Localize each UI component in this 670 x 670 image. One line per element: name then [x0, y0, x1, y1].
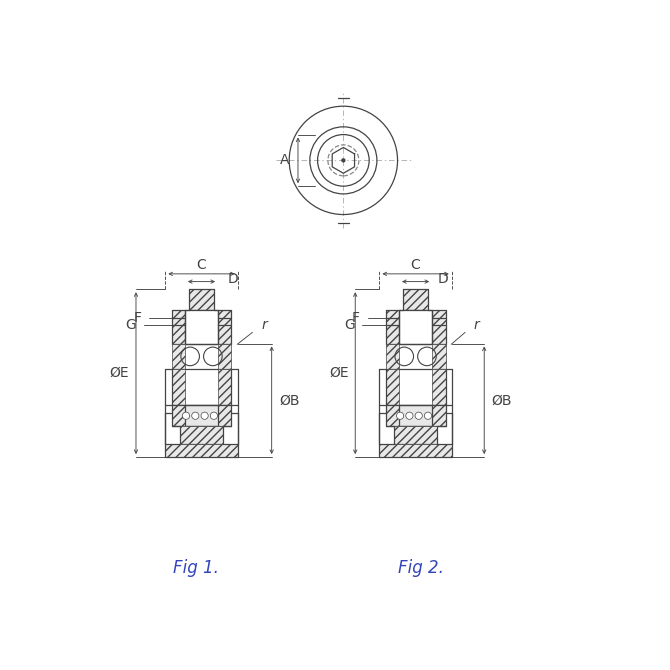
Text: C: C — [411, 257, 421, 271]
Text: F: F — [133, 311, 141, 325]
Bar — [218, 344, 231, 369]
Bar — [399, 310, 432, 344]
Bar — [403, 289, 429, 310]
Text: r: r — [474, 318, 480, 332]
Bar — [432, 310, 446, 344]
Bar — [379, 444, 452, 457]
Bar — [432, 344, 446, 369]
Bar — [172, 405, 185, 426]
Bar — [218, 405, 231, 426]
Circle shape — [397, 412, 404, 419]
Text: ØE: ØE — [110, 366, 129, 380]
Text: Fig 1.: Fig 1. — [174, 559, 219, 577]
Circle shape — [406, 412, 413, 419]
Text: r: r — [261, 318, 267, 332]
Circle shape — [210, 412, 218, 419]
Bar — [189, 289, 214, 310]
Circle shape — [424, 412, 431, 419]
Bar — [160, 284, 243, 462]
Bar — [394, 426, 438, 444]
Bar — [185, 310, 218, 344]
Bar — [399, 405, 432, 426]
Text: D: D — [438, 271, 448, 285]
Bar — [386, 310, 399, 344]
Text: F: F — [352, 311, 360, 325]
Bar — [432, 369, 446, 405]
Text: D: D — [227, 271, 238, 285]
Text: G: G — [344, 318, 354, 332]
Circle shape — [342, 159, 345, 162]
Bar — [172, 369, 185, 405]
Bar — [172, 310, 185, 344]
Bar — [165, 444, 238, 457]
Circle shape — [182, 412, 190, 419]
Text: ØB: ØB — [491, 393, 512, 407]
Text: A: A — [279, 153, 289, 168]
Bar — [386, 369, 399, 405]
Text: ØE: ØE — [329, 366, 348, 380]
Circle shape — [192, 412, 199, 419]
Bar — [172, 344, 185, 369]
Text: ØB: ØB — [279, 393, 299, 407]
Text: Fig 2.: Fig 2. — [398, 559, 444, 577]
Bar — [386, 344, 399, 369]
Bar — [185, 405, 218, 426]
Bar — [432, 405, 446, 426]
Bar — [218, 310, 231, 344]
Text: G: G — [126, 318, 137, 332]
Circle shape — [415, 412, 422, 419]
Text: C: C — [196, 257, 206, 271]
Circle shape — [201, 412, 208, 419]
Bar — [375, 284, 457, 462]
Bar — [180, 426, 223, 444]
Bar — [218, 369, 231, 405]
Bar — [386, 405, 399, 426]
